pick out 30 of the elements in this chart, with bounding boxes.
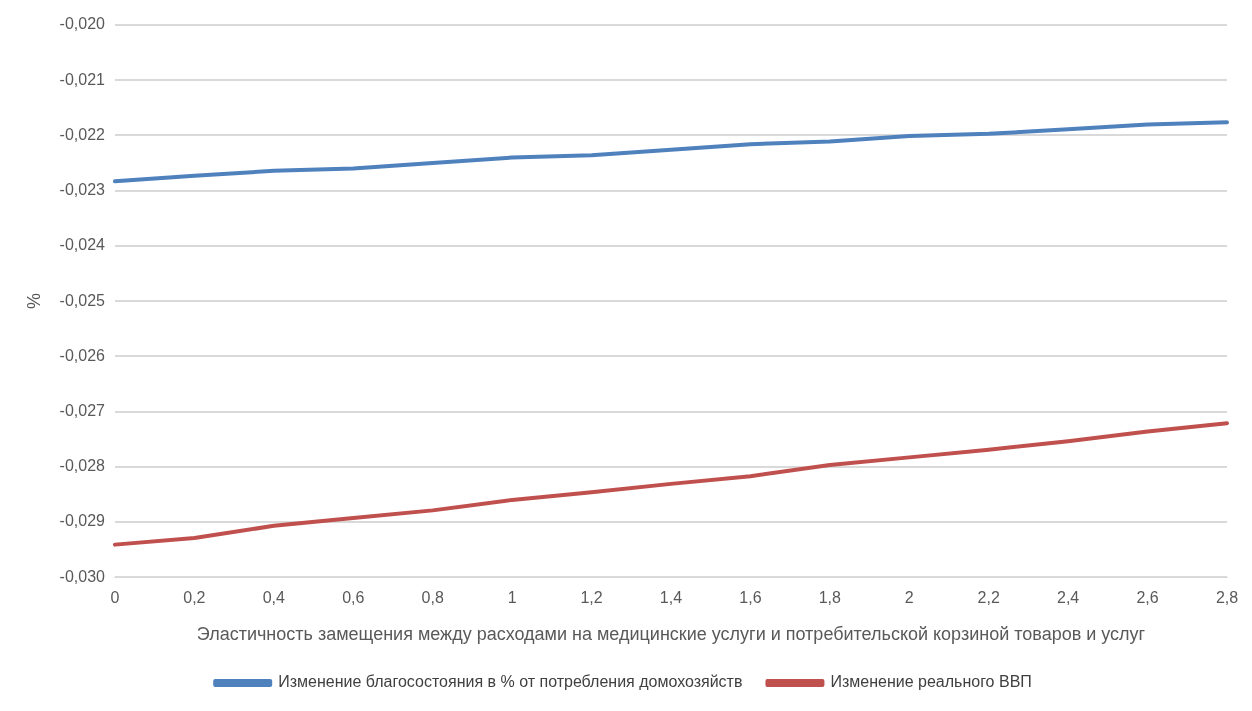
x-axis-title: Эластичность замещения между расходами на медицинские услуги и потребительской корзиной товаров и услуг [196,624,1146,645]
y-tick-label: -0,022 [59,125,106,143]
y-tick-label: -0,027 [59,401,106,419]
x-tick-label: 0,4 [262,589,286,607]
y-tick-label: -0,029 [59,512,106,530]
x-tick-label: 2,2 [977,589,1000,607]
y-tick-label: -0,028 [59,457,106,475]
x-tick-label: 1 [507,589,517,607]
y-tick-label: -0,020 [59,15,106,33]
x-tick-label: 0,2 [183,589,206,607]
x-tick-label: 0,8 [421,589,444,607]
x-tick-label: 0,6 [342,589,365,607]
x-tick-label: 1,6 [739,589,762,607]
y-tick-label: -0,030 [59,567,106,585]
x-tick-label: 2 [904,589,914,607]
y-tick-label: -0,025 [59,291,106,309]
x-tick-label: 1,2 [580,589,603,607]
y-axis-title: % [23,293,44,310]
x-tick-label: 2,8 [1215,589,1239,607]
x-tick-label: 0 [110,589,120,607]
y-tick-label: -0,026 [59,346,106,364]
legend-label: Изменение благосостояния в % от потребления домохозяйств [278,673,743,691]
y-tick-label: -0,021 [59,70,106,88]
x-tick-label: 1,8 [818,589,842,607]
x-tick-label: 1,4 [659,589,683,607]
y-tick-label: -0,024 [59,236,106,254]
legend-label: Изменение реального ВВП [830,673,1032,691]
x-tick-label: 2,4 [1057,589,1080,607]
x-tick-label: 2,6 [1136,589,1159,607]
y-tick-label: -0,023 [59,181,106,199]
